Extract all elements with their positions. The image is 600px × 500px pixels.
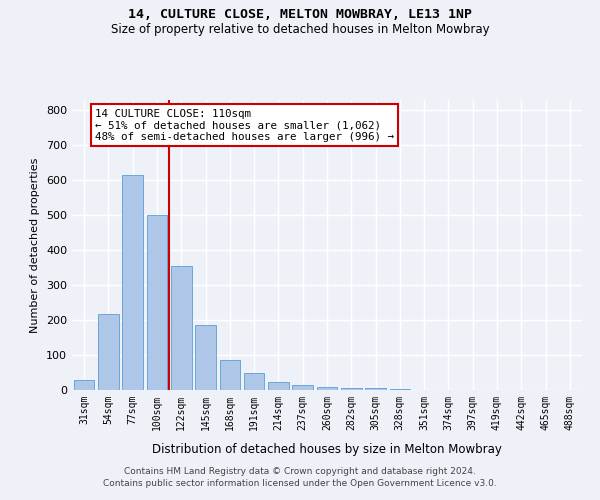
Text: 14 CULTURE CLOSE: 110sqm
← 51% of detached houses are smaller (1,062)
48% of sem: 14 CULTURE CLOSE: 110sqm ← 51% of detach… bbox=[95, 108, 394, 142]
Text: Contains HM Land Registry data © Crown copyright and database right 2024.: Contains HM Land Registry data © Crown c… bbox=[124, 468, 476, 476]
Bar bbox=[146, 216, 167, 390]
Bar bbox=[195, 326, 216, 390]
Bar bbox=[268, 382, 289, 390]
Bar bbox=[98, 314, 119, 390]
Y-axis label: Number of detached properties: Number of detached properties bbox=[31, 158, 40, 332]
Text: Size of property relative to detached houses in Melton Mowbray: Size of property relative to detached ho… bbox=[110, 22, 490, 36]
Bar bbox=[292, 385, 313, 390]
Bar bbox=[122, 175, 143, 390]
Bar bbox=[365, 388, 386, 390]
Text: 14, CULTURE CLOSE, MELTON MOWBRAY, LE13 1NP: 14, CULTURE CLOSE, MELTON MOWBRAY, LE13 … bbox=[128, 8, 472, 20]
Bar bbox=[74, 380, 94, 390]
Bar bbox=[244, 372, 265, 390]
Bar bbox=[220, 360, 240, 390]
Bar bbox=[341, 388, 362, 390]
Text: Contains public sector information licensed under the Open Government Licence v3: Contains public sector information licen… bbox=[103, 479, 497, 488]
Text: Distribution of detached houses by size in Melton Mowbray: Distribution of detached houses by size … bbox=[152, 442, 502, 456]
Bar bbox=[317, 387, 337, 390]
Bar bbox=[171, 266, 191, 390]
